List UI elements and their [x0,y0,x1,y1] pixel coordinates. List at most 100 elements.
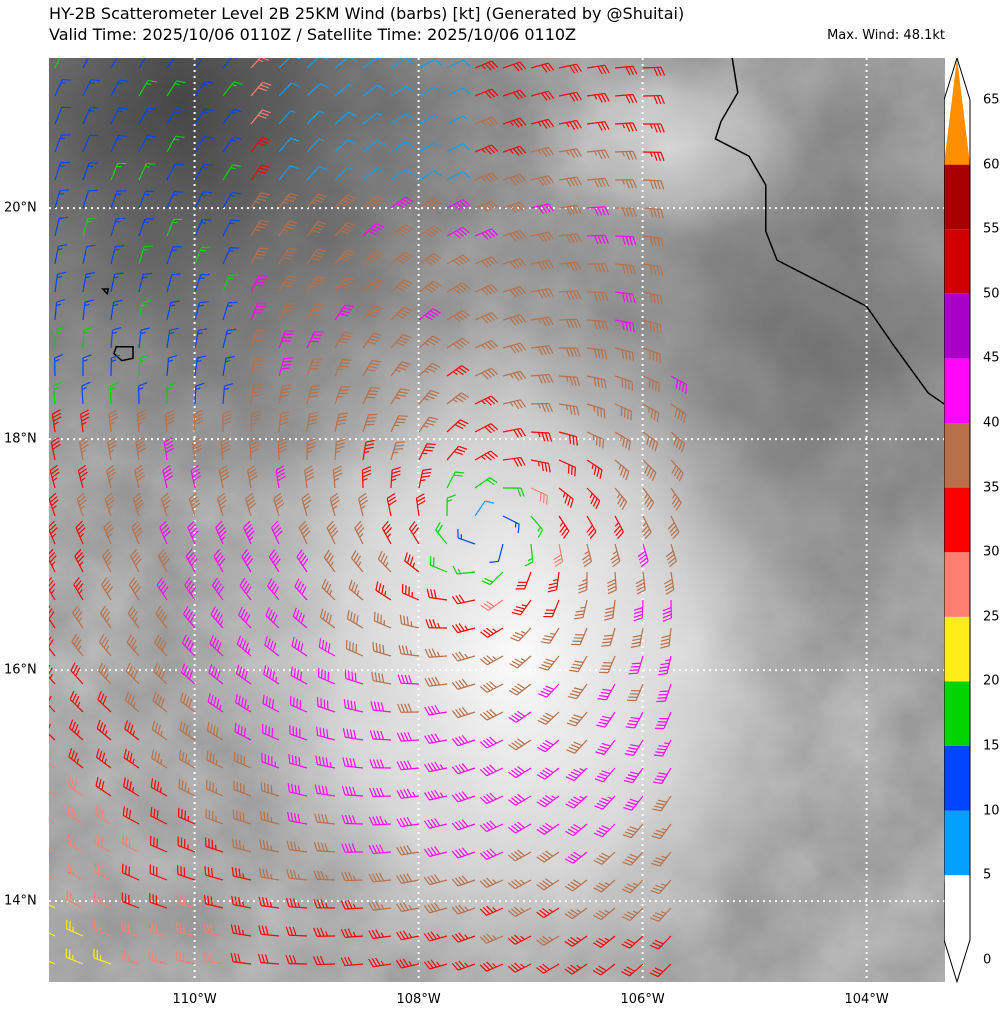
wind-barb-feather [396,818,402,827]
wind-barb [194,273,210,293]
wind-barb-feather [416,496,426,503]
wind-barb-feather [653,123,658,133]
wind-barb-feather [293,870,297,880]
wind-barb-feather [379,643,382,654]
wind-barb-feather [379,844,385,853]
wind-barb-feather [123,748,127,758]
wind-barb [194,382,205,405]
wind-barb-staff [334,166,349,181]
wind-barb-feather [461,763,469,771]
wind-barb [658,655,672,676]
wind-barb-staff [49,875,56,881]
wind-barb-feather [368,230,377,236]
wind-barb-feather [257,114,267,119]
wind-barb-feather [56,299,66,303]
wind-barb-staff [82,190,89,209]
wind-barb-feather [55,326,65,331]
wind-barb-feather [597,207,603,216]
wind-barb-feather [545,740,554,746]
wind-barb-feather [119,79,129,82]
wind-barb-feather [455,933,462,942]
wind-barb-feather [539,744,549,750]
wind-barb [176,893,196,909]
wind-barb-feather [362,473,372,478]
wind-barb-feather [69,835,73,845]
wind-barb-feather [297,845,301,852]
wind-barb-feather [461,678,469,687]
wind-barb-feather [230,924,234,934]
wind-barb [418,416,439,433]
wind-barb-feather [298,756,301,767]
wind-barb [99,634,112,657]
wind-barb-feather [107,499,115,507]
wind-barb-feather [636,582,645,588]
wind-barb-feather [575,610,585,613]
wind-barb-feather [616,493,621,499]
wind-barb-feather [348,843,353,853]
wind-barb-feather [370,255,380,261]
wind-barb-feather [483,629,491,637]
wind-barb-feather [433,225,442,232]
colorbar-segment [944,616,970,682]
wind-barb-staff [390,168,406,181]
wind-barb [547,571,560,593]
wind-barb-feather [319,727,322,737]
wind-barb-feather [461,847,469,855]
wind-barb-feather [510,636,519,642]
wind-barb-feather [427,229,436,236]
wind-barb-feather [565,830,574,837]
wind-barb-feather [427,960,434,969]
wind-barb [452,565,476,575]
wind-barb [149,893,168,909]
wind-barb-feather [597,320,602,330]
wind-barb-feather [107,437,116,443]
wind-barb [390,466,401,489]
wind-barb-feather [238,606,244,616]
wind-barb-feather [484,175,492,183]
wind-barb-feather [70,807,74,817]
wind-barb-feather [627,723,637,726]
wind-barb [369,759,392,769]
wind-barb-feather [456,258,464,265]
wind-barb-feather [632,236,637,246]
wind-barb-feather [507,937,516,945]
wind-barb-feather [573,714,583,719]
wind-barb [138,354,149,377]
wind-barb [54,58,61,69]
wind-barb-feather [394,397,401,400]
wind-barb-feather [306,441,316,447]
wind-barb-feather [268,697,271,707]
wind-barb-feather [571,717,581,722]
wind-barb-feather [276,472,286,478]
wind-barb [457,528,476,545]
wind-barb-feather [374,277,384,283]
wind-barb-feather [365,443,375,447]
wind-barb-feather [368,365,378,369]
wind-barb-feather [673,436,678,446]
wind-barb-feather [211,577,218,586]
wind-barb-feather [572,262,579,271]
wind-barb-feather [428,619,434,629]
wind-barb-feather [381,585,385,595]
wind-barb [278,110,296,125]
wind-barb [399,614,420,629]
wind-barb-feather [604,121,610,130]
wind-barb-feather [197,332,203,335]
wind-barb-staff [138,58,146,69]
wind-barb-feather [98,779,102,789]
wind-barb [340,928,364,938]
wind-barb-feather [507,910,516,917]
wind-barb-feather [68,748,73,758]
wind-barb-feather [105,496,114,503]
wind-barb-feather [508,689,518,696]
wind-barb [586,515,597,539]
wind-barb-feather [308,418,318,422]
wind-barb [670,487,682,511]
wind-barb-feather [184,782,187,792]
wind-barb-feather [100,866,103,876]
wind-barb-feather [221,475,230,482]
wind-barb-feather [331,499,340,506]
wind-barb-feather [236,635,242,645]
wind-barb [233,780,252,797]
wind-barb-feather [150,778,154,788]
